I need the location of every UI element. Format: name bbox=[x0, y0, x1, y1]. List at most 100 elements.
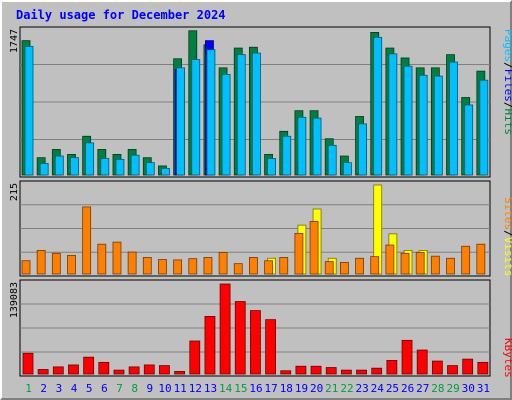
hits-bar-edge bbox=[479, 79, 489, 176]
visits-bar-face bbox=[340, 262, 349, 274]
day-label: 8 bbox=[131, 382, 138, 395]
visits-bar-sites-day-8 bbox=[127, 251, 137, 275]
kbytes-bar-edge bbox=[462, 358, 474, 375]
day-label: 10 bbox=[158, 382, 171, 395]
hits-bar-face bbox=[191, 59, 200, 176]
visits-bar-sites-day-16 bbox=[249, 257, 258, 275]
kbytes-bar-face bbox=[174, 371, 185, 374]
visits-bar-edge bbox=[173, 259, 183, 275]
hits-bar-pages-day-7 bbox=[115, 158, 125, 176]
hits-bar-face bbox=[100, 158, 109, 175]
hits-bar-pages-day-18 bbox=[282, 135, 292, 176]
hits-bar-pages-day-12 bbox=[191, 59, 201, 176]
kbytes-bar-kbytes-day-1 bbox=[22, 352, 34, 375]
visits-bar-sites-day-21 bbox=[324, 261, 334, 275]
kbytes-bar-kbytes-day-18 bbox=[280, 370, 292, 375]
day-label: 25 bbox=[386, 382, 399, 395]
visits-bar-face bbox=[370, 256, 379, 274]
hits-legend-item: Files bbox=[502, 69, 512, 102]
hits-bar-face bbox=[297, 117, 306, 175]
kbytes-bar-edge bbox=[295, 365, 307, 375]
visits-bar-sites-day-22 bbox=[339, 262, 349, 275]
visits-bar-edge bbox=[264, 260, 273, 275]
hits-bar-pages-day-6 bbox=[100, 158, 110, 176]
kbytes-bar-kbytes-day-19 bbox=[295, 365, 307, 375]
hits-bar-pages-day-8 bbox=[130, 154, 140, 176]
hits-legend-item: / bbox=[502, 62, 512, 69]
hits-bar-edge bbox=[373, 36, 383, 176]
hits-bar-pages-day-15 bbox=[236, 54, 246, 176]
hits-bar-edge bbox=[54, 155, 64, 176]
day-label: 7 bbox=[116, 382, 123, 395]
visits-bar-edge bbox=[446, 257, 455, 275]
visits-bar-sites-day-17 bbox=[264, 260, 273, 275]
kbytes-bar-face bbox=[189, 340, 200, 374]
kbytes-bar-face bbox=[113, 370, 124, 374]
hits-bar-pages-day-27 bbox=[418, 74, 428, 176]
kbytes-bar-kbytes-day-23 bbox=[356, 369, 367, 375]
kbytes-bar-edge bbox=[477, 361, 489, 375]
day-label: 12 bbox=[189, 382, 202, 395]
visits-bar-face bbox=[37, 250, 46, 274]
day-label: 3 bbox=[56, 382, 63, 395]
kbytes-bar-kbytes-day-10 bbox=[159, 365, 170, 375]
visits-bar-face bbox=[325, 261, 334, 274]
hits-bar-face bbox=[222, 74, 231, 175]
day-label: 16 bbox=[249, 382, 262, 395]
visits-bar-face bbox=[279, 257, 288, 274]
kbytes-bar-kbytes-day-20 bbox=[310, 365, 322, 375]
hits-bar-face bbox=[313, 118, 322, 175]
hits-bar-edge bbox=[145, 162, 155, 176]
hits-bar-face bbox=[479, 80, 488, 175]
kbytes-bar-face bbox=[220, 284, 231, 374]
visits-bar-edge bbox=[249, 257, 258, 275]
hits-bar-pages-day-20 bbox=[312, 117, 322, 176]
visits-bar-edge bbox=[112, 241, 122, 275]
visits-bar-edge bbox=[309, 221, 319, 275]
hits-bar-face bbox=[176, 67, 185, 175]
hits-bar-edge bbox=[130, 154, 140, 176]
hits-bar-pages-day-22 bbox=[342, 162, 352, 176]
day-label: 1 bbox=[25, 382, 32, 395]
visits-bar-sites-day-25 bbox=[385, 244, 395, 275]
visits-max-label: 215 bbox=[9, 183, 20, 201]
day-label: 15 bbox=[234, 382, 247, 395]
hits-bar-edge bbox=[252, 52, 261, 176]
kbytes-bar-kbytes-day-11 bbox=[174, 371, 186, 375]
hits-bar-edge bbox=[433, 75, 443, 176]
hits-bar-edge bbox=[39, 163, 49, 176]
hits-bar-pages-day-17 bbox=[267, 158, 276, 176]
visits-bar-sites-day-13 bbox=[203, 257, 213, 275]
kbytes-bar-edge bbox=[174, 371, 186, 375]
kbytes-bar-edge bbox=[356, 369, 367, 375]
visits-legend: Sites/Visits bbox=[502, 197, 512, 277]
visits-bar-face bbox=[143, 257, 152, 274]
visits-bar-edge bbox=[339, 262, 349, 275]
hits-bar-face bbox=[237, 54, 246, 175]
visits-bar-edge bbox=[430, 255, 440, 275]
kbytes-bar-kbytes-day-7 bbox=[113, 369, 125, 375]
visits-bar-edge bbox=[127, 251, 137, 275]
visits-bar-sites-day-19 bbox=[294, 233, 304, 275]
visits-bar-sites-day-30 bbox=[461, 245, 471, 275]
kbytes-bar-edge bbox=[340, 369, 352, 375]
hits-bar-face bbox=[404, 66, 413, 175]
kbytes-bar-kbytes-day-16 bbox=[250, 310, 261, 375]
kbytes-bar-kbytes-day-25 bbox=[386, 360, 398, 375]
hits-bar-edge bbox=[206, 49, 216, 176]
hits-bar-pages-day-24 bbox=[373, 36, 383, 176]
visits-bar-sites-day-5 bbox=[82, 206, 92, 275]
hits-bar-face bbox=[282, 136, 291, 175]
hits-bar-face bbox=[85, 142, 94, 175]
hits-bar-face bbox=[131, 155, 140, 175]
kbytes-panel: 139083 KBytes bbox=[9, 279, 512, 378]
visits-bar-face bbox=[203, 257, 212, 274]
kbytes-bar-face bbox=[477, 362, 488, 374]
visits-legend-item: Visits bbox=[502, 237, 512, 277]
visits-bar-sites-day-18 bbox=[279, 257, 289, 275]
hits-bar-face bbox=[434, 76, 443, 175]
hits-bar-pages-day-16 bbox=[252, 52, 261, 176]
visits-bar-sites-day-23 bbox=[355, 257, 364, 275]
